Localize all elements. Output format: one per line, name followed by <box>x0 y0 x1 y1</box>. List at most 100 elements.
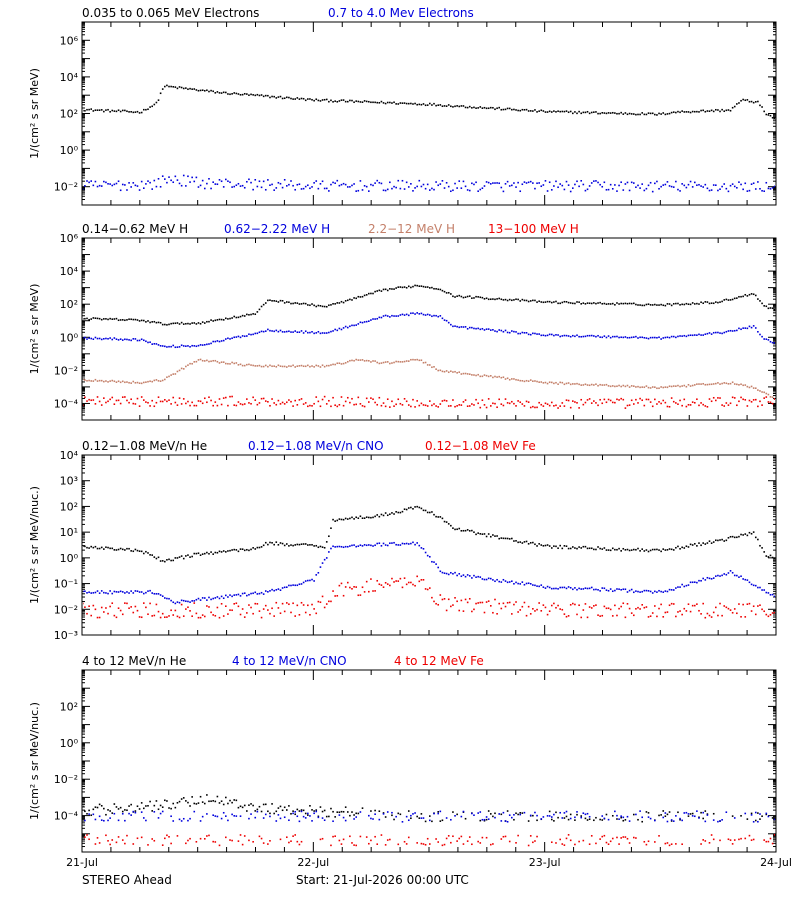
data-point <box>590 547 593 550</box>
data-point <box>374 360 376 362</box>
data-point <box>462 610 465 612</box>
data-point <box>704 383 707 386</box>
data-point <box>555 606 557 609</box>
data-point <box>559 183 561 185</box>
data-point <box>250 364 252 366</box>
data-point <box>424 588 427 590</box>
data-point <box>485 328 488 330</box>
data-point <box>460 105 463 107</box>
data-point <box>279 805 282 808</box>
data-point <box>731 330 734 332</box>
data-point <box>218 844 221 847</box>
data-point <box>439 183 442 185</box>
data-point <box>420 547 423 549</box>
data-point <box>136 837 139 840</box>
data-point <box>195 345 198 348</box>
data-point <box>740 533 742 536</box>
data-point <box>130 803 132 806</box>
data-point <box>372 818 374 820</box>
data-point <box>529 814 532 817</box>
data-point <box>750 812 753 815</box>
data-point <box>532 182 534 184</box>
data-point <box>681 183 683 185</box>
data-point <box>544 544 547 547</box>
data-point <box>504 183 507 185</box>
data-point <box>468 836 471 838</box>
data-point <box>752 293 755 296</box>
data-point <box>651 592 654 594</box>
data-point <box>502 578 505 581</box>
data-point <box>267 591 269 593</box>
data-point <box>111 592 114 595</box>
data-point <box>704 183 707 186</box>
data-point <box>321 837 324 840</box>
data-point <box>164 399 166 401</box>
data-point <box>182 323 185 325</box>
data-point <box>572 112 574 115</box>
data-point <box>611 302 614 305</box>
data-point <box>662 112 665 114</box>
data-point <box>124 338 126 341</box>
data-point <box>624 385 627 388</box>
data-point <box>298 543 301 546</box>
data-point <box>710 333 713 335</box>
data-point <box>254 313 257 316</box>
y-tick-label: 10⁰ <box>60 737 79 750</box>
data-point <box>719 332 721 334</box>
data-point <box>311 820 313 822</box>
data-point <box>527 401 530 403</box>
data-point <box>641 183 644 185</box>
data-point <box>218 92 221 94</box>
data-point <box>142 108 145 111</box>
data-point <box>370 516 372 519</box>
data-point <box>662 810 665 812</box>
data-point <box>420 813 423 815</box>
data-point <box>304 402 307 404</box>
data-point <box>386 361 389 363</box>
data-point <box>462 296 465 299</box>
data-point <box>534 109 536 111</box>
data-point <box>603 817 606 820</box>
data-point <box>208 90 210 93</box>
data-point <box>473 814 475 817</box>
data-point <box>523 601 526 604</box>
data-point <box>157 99 160 101</box>
data-point <box>525 400 528 403</box>
data-point <box>267 810 269 813</box>
data-point <box>203 322 206 324</box>
data-point <box>595 111 597 113</box>
data-point <box>300 188 303 190</box>
data-point <box>302 332 305 334</box>
data-point <box>346 396 349 399</box>
data-point <box>302 403 305 405</box>
data-point <box>180 367 183 370</box>
data-point <box>279 95 282 98</box>
data-point <box>325 541 328 543</box>
data-point <box>489 183 492 185</box>
data-point <box>607 607 610 610</box>
data-point <box>252 840 254 843</box>
data-point <box>635 113 637 116</box>
data-point <box>374 809 376 812</box>
data-point <box>445 105 448 107</box>
data-point <box>546 334 549 337</box>
data-point <box>134 605 137 608</box>
data-point <box>389 287 391 290</box>
data-point <box>386 514 389 517</box>
data-point <box>593 588 595 591</box>
data-point <box>483 578 486 581</box>
data-point <box>586 547 589 550</box>
data-point <box>222 186 225 188</box>
data-point <box>439 570 442 573</box>
data-point <box>346 811 349 813</box>
data-point <box>744 533 747 535</box>
data-point <box>193 552 196 555</box>
data-point <box>407 819 410 822</box>
data-point <box>502 811 505 814</box>
data-point <box>544 606 547 609</box>
data-point <box>395 186 397 189</box>
data-point <box>660 303 662 306</box>
data-point <box>607 112 610 114</box>
data-point <box>376 403 379 406</box>
data-point <box>243 616 246 618</box>
